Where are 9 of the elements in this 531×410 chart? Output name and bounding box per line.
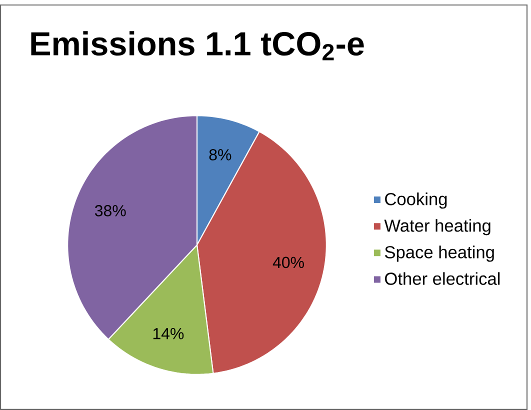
legend-label: Water heating bbox=[384, 219, 490, 236]
legend-label: Other electrical bbox=[385, 272, 500, 285]
legend-label: Space heating bbox=[384, 246, 494, 262]
data-label: 40% bbox=[272, 256, 304, 268]
data-label: 8% bbox=[209, 149, 232, 160]
data-label: 38% bbox=[94, 205, 126, 216]
data-label: 14% bbox=[153, 328, 184, 340]
chart-title: Emissions 1.1 tCO$_{2}$-e bbox=[31, 31, 364, 60]
legend-label: Cooking bbox=[385, 192, 447, 209]
